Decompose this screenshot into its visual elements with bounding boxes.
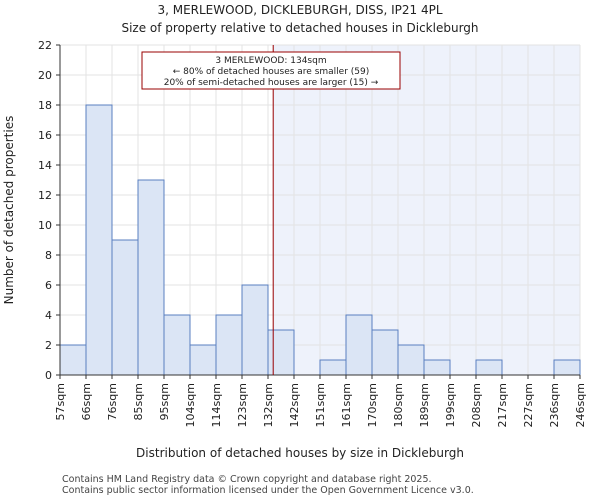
- bar: [371, 329, 399, 376]
- highlight-region: [273, 45, 580, 375]
- bar: [215, 314, 243, 376]
- bar: [319, 359, 347, 376]
- y-tick-label: 8: [45, 249, 52, 262]
- x-tick-label: 161sqm: [340, 383, 353, 427]
- y-tick-label: 18: [38, 99, 52, 112]
- x-tick-label: 151sqm: [314, 383, 327, 427]
- bar: [397, 344, 425, 376]
- y-tick-label: 6: [45, 279, 52, 292]
- bar: [85, 104, 113, 376]
- bar: [267, 329, 295, 376]
- x-tick-label: 57sqm: [54, 383, 67, 420]
- x-tick-label: 246sqm: [574, 383, 587, 427]
- y-tick-label: 20: [38, 69, 52, 82]
- y-tick-label: 2: [45, 339, 52, 352]
- y-tick-label: 4: [45, 309, 52, 322]
- x-tick-label: 123sqm: [236, 383, 249, 427]
- bar: [553, 359, 581, 376]
- x-tick-label: 208sqm: [470, 383, 483, 427]
- x-axis-label: Distribution of detached houses by size …: [136, 446, 464, 460]
- y-tick-label: 0: [45, 369, 52, 382]
- x-tick-label: 180sqm: [392, 383, 405, 427]
- y-axis-label: Number of detached properties: [2, 116, 16, 305]
- footer-line-1: Contains HM Land Registry data © Crown c…: [62, 474, 432, 485]
- bar: [111, 239, 139, 376]
- property-marker: 3 MERLEWOOD: 134sqm← 80% of detached hou…: [141, 45, 401, 375]
- x-tick-label: 217sqm: [496, 383, 509, 427]
- x-tick-label: 76sqm: [106, 383, 119, 420]
- bar: [137, 179, 165, 376]
- y-tick-label: 14: [38, 159, 52, 172]
- x-tick-label: 236sqm: [548, 383, 561, 427]
- chart-title: 3, MERLEWOOD, DICKLEBURGH, DISS, IP21 4P…: [157, 3, 442, 17]
- x-tick-label: 170sqm: [366, 383, 379, 427]
- x-tick-label: 85sqm: [132, 383, 145, 420]
- annotation-line: ← 80% of detached houses are smaller (59…: [173, 67, 370, 77]
- y-tick-label: 12: [38, 189, 52, 202]
- bar: [241, 284, 269, 376]
- y-tick-label: 16: [38, 129, 52, 142]
- x-tick-label: 199sqm: [444, 383, 457, 427]
- highlight-region-group: [273, 45, 580, 375]
- bar: [475, 359, 503, 376]
- x-tick-label: 142sqm: [288, 383, 301, 427]
- bar: [423, 359, 451, 376]
- annotation-line: 20% of semi-detached houses are larger (…: [164, 78, 379, 88]
- bar: [163, 314, 191, 376]
- x-tick-label: 104sqm: [184, 383, 197, 427]
- footer-line-2: Contains public sector information licen…: [62, 485, 474, 496]
- x-tick-labels: 57sqm 66sqm 76sqm 85sqm 95sqm 104sqm 114sqm 123…: [54, 383, 587, 427]
- annotation-line: 3 MERLEWOOD: 134sqm: [215, 56, 326, 66]
- chart-subtitle: Size of property relative to detached ho…: [121, 21, 478, 35]
- bar: [189, 344, 217, 376]
- x-tick-label: 189sqm: [418, 383, 431, 427]
- x-tick-label: 114sqm: [210, 383, 223, 427]
- y-tick-label: 10: [38, 219, 52, 232]
- y-tick-labels: 0 2 4 6 8 10 12 14 16 18 20 22: [38, 39, 52, 382]
- x-tick-label: 132sqm: [262, 383, 275, 427]
- x-tick-label: 227sqm: [522, 383, 535, 427]
- bar: [59, 344, 87, 376]
- x-tick-label: 95sqm: [158, 383, 171, 420]
- x-tick-label: 66sqm: [80, 383, 93, 420]
- y-tick-label: 22: [38, 39, 52, 52]
- axes: [56, 44, 581, 379]
- bars: [59, 104, 581, 376]
- annotation-box: [141, 51, 401, 90]
- bar: [345, 314, 373, 376]
